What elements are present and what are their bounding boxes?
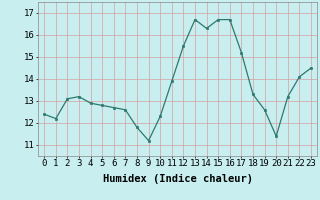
- X-axis label: Humidex (Indice chaleur): Humidex (Indice chaleur): [103, 174, 252, 184]
